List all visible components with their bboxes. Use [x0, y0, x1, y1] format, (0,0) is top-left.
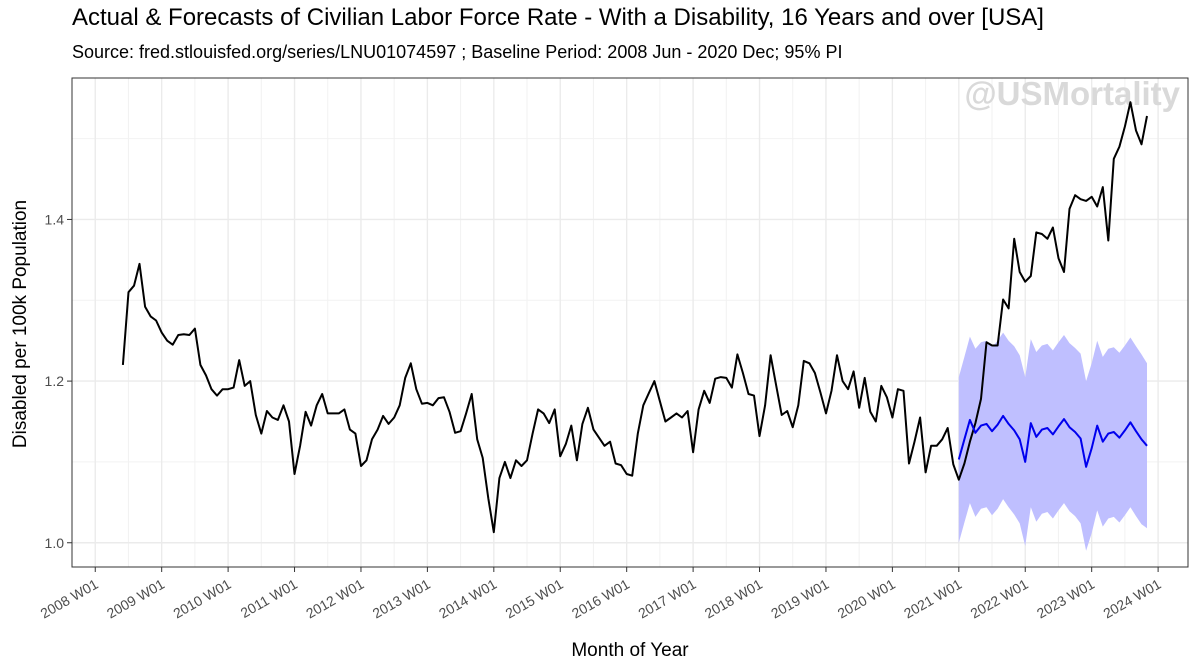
- x-tick-label: 2012 W01: [303, 576, 366, 622]
- x-tick-label: 2017 W01: [635, 576, 698, 622]
- minor-gridlines: [72, 78, 1188, 567]
- x-tick-label: 2010 W01: [170, 576, 233, 622]
- chart-title: Actual & Forecasts of Civilian Labor For…: [72, 4, 1044, 31]
- x-tick-label: 2020 W01: [835, 576, 898, 622]
- x-axis-title: Month of Year: [571, 640, 689, 661]
- x-tick-label: 2009 W01: [104, 576, 167, 622]
- x-tick-label: 2015 W01: [502, 576, 565, 622]
- x-tick-label: 2023 W01: [1034, 576, 1097, 622]
- chart-subtitle: Source: fred.stlouisfed.org/series/LNU01…: [72, 42, 843, 62]
- x-tick-label: 2024 W01: [1100, 576, 1163, 622]
- x-tick-label: 2018 W01: [702, 576, 765, 622]
- major-gridlines: [72, 78, 1188, 567]
- plot-panel-border: [71, 77, 1189, 568]
- x-axis: 2008 W01 2009 W01 2010 W01 2011 W01 2012 W01…: [37, 567, 1164, 622]
- prediction-intervals: [958, 332, 1147, 551]
- x-tick-label: 2016 W01: [569, 576, 632, 622]
- x-tick-label: 2014 W01: [436, 576, 499, 622]
- x-tick-label: 2011 W01: [238, 576, 301, 621]
- x-tick-label: 2013 W01: [370, 576, 433, 622]
- actual-series-line: [121, 101, 1148, 534]
- x-tick-label: 2008 W01: [37, 576, 100, 622]
- series-lines: [121, 101, 1148, 534]
- y-tick-label: 1.2: [45, 373, 65, 389]
- x-tick-label: 2019 W01: [768, 576, 831, 622]
- y-tick-label: 1.4: [45, 211, 65, 227]
- y-axis-title: Disabled per 100k Population: [10, 200, 31, 448]
- x-tick-label: 2022 W01: [967, 576, 1030, 622]
- forecast-prediction-interval: [958, 332, 1147, 551]
- forecast-series-line: [957, 414, 1148, 468]
- y-axis: 1.0 1.2 1.4: [45, 211, 72, 551]
- y-tick-label: 1.0: [45, 535, 65, 551]
- x-tick-label: 2021 W01: [901, 576, 964, 622]
- watermark-text: @USMortality: [964, 75, 1180, 112]
